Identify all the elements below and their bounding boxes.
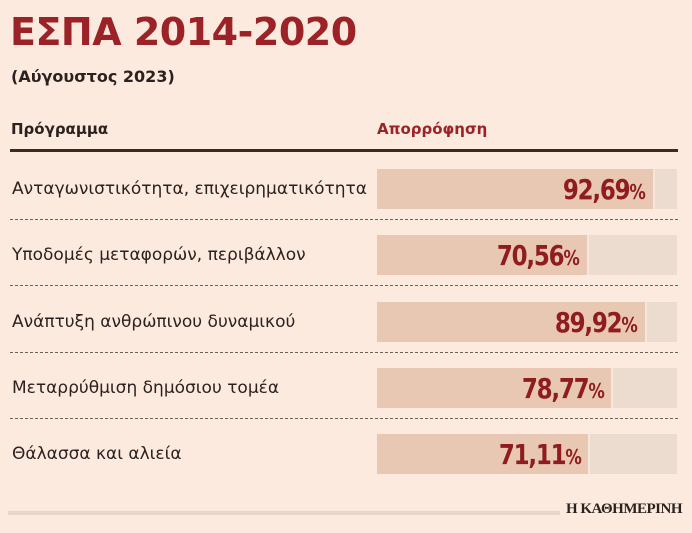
bar-fill xyxy=(377,368,614,408)
program-label: Ανάπτυξη ανθρώπινου δυναμικού xyxy=(12,312,296,332)
program-label: Ανταγωνιστικότητα, επιχειρηματικότητα xyxy=(12,179,367,199)
value-number: 78,77 xyxy=(521,372,590,405)
bar-fill xyxy=(377,434,591,474)
bar-row: Μεταρρύθμιση δημόσιου τομέα 78,77% xyxy=(10,368,678,434)
bar-track: 70,56% xyxy=(377,235,677,275)
row-divider xyxy=(10,352,678,353)
program-label: Θάλασσα και αλιεία xyxy=(12,444,182,464)
bar-value: 92,69% xyxy=(563,169,646,209)
bar-fill xyxy=(377,302,647,342)
percent-sign: % xyxy=(565,445,581,469)
value-number: 71,11 xyxy=(498,438,567,471)
percent-sign: % xyxy=(563,246,579,270)
chart-subtitle: (Αύγουστος 2023) xyxy=(11,67,175,86)
bar-track: 89,92% xyxy=(377,302,677,342)
percent-sign: % xyxy=(629,180,646,204)
bar-track: 71,11% xyxy=(377,434,677,474)
header-divider xyxy=(10,149,678,152)
bar-row: Θάλασσα και αλιεία 71,11% xyxy=(10,434,678,500)
column-header-absorption: Απορρόφηση xyxy=(377,120,488,138)
bar-track: 78,77% xyxy=(377,368,677,408)
bar-row: Ανάπτυξη ανθρώπινου δυναμικού 89,92% xyxy=(10,302,678,368)
bar-fill xyxy=(377,169,656,209)
value-number: 89,92 xyxy=(555,306,623,339)
row-divider xyxy=(10,219,678,220)
percent-sign: % xyxy=(621,313,638,337)
percent-sign: % xyxy=(588,379,604,403)
program-label: Υποδομές μεταφορών, περιβάλλον xyxy=(12,245,306,265)
row-divider xyxy=(10,418,678,419)
row-divider xyxy=(10,285,678,286)
chart-title: ΕΣΠΑ 2014-2020 xyxy=(10,10,357,54)
bar-track: 92,69% xyxy=(377,169,677,209)
bar-value: 70,56% xyxy=(496,235,580,275)
program-label: Μεταρρύθμιση δημόσιου τομέα xyxy=(12,378,280,398)
bar-row: Ανταγωνιστικότητα, επιχειρηματικότητα 92… xyxy=(10,169,678,235)
bar-value: 89,92% xyxy=(555,302,638,342)
bar-row: Υποδομές μεταφορών, περιβάλλον 70,56% xyxy=(10,235,678,301)
value-number: 92,69 xyxy=(563,173,631,206)
source-logo: Η ΚΑΘΗΜΕΡΙΝΗ xyxy=(565,501,683,517)
column-header-program: Πρόγραμμα xyxy=(11,120,109,138)
value-number: 70,56 xyxy=(496,239,565,272)
bar-fill xyxy=(377,235,589,275)
bar-value: 78,77% xyxy=(521,368,605,408)
footer-divider xyxy=(8,511,560,515)
bar-value: 71,11% xyxy=(498,434,582,474)
